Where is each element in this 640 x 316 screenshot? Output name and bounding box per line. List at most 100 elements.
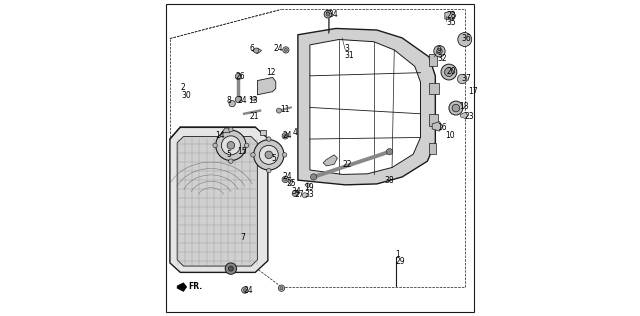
Polygon shape xyxy=(429,143,436,154)
Circle shape xyxy=(326,12,330,16)
Circle shape xyxy=(242,287,248,293)
Circle shape xyxy=(225,263,237,274)
Circle shape xyxy=(324,10,331,16)
Circle shape xyxy=(253,48,259,53)
Polygon shape xyxy=(170,127,268,272)
Circle shape xyxy=(282,153,287,157)
Text: 14: 14 xyxy=(215,131,225,140)
Circle shape xyxy=(434,46,445,57)
Polygon shape xyxy=(305,183,310,188)
Circle shape xyxy=(259,145,278,164)
Polygon shape xyxy=(250,96,257,101)
Circle shape xyxy=(229,100,236,107)
Text: 17: 17 xyxy=(468,87,478,96)
Circle shape xyxy=(228,159,233,163)
Polygon shape xyxy=(257,77,276,95)
Circle shape xyxy=(265,151,273,159)
Text: 35: 35 xyxy=(447,18,456,27)
Text: 1: 1 xyxy=(396,250,400,259)
Polygon shape xyxy=(445,11,456,21)
Text: 20: 20 xyxy=(447,67,456,76)
Circle shape xyxy=(280,287,283,290)
Circle shape xyxy=(227,142,235,149)
Circle shape xyxy=(216,130,246,161)
Text: 34: 34 xyxy=(292,187,301,196)
Polygon shape xyxy=(177,137,257,266)
Circle shape xyxy=(458,74,467,84)
Text: 5: 5 xyxy=(271,154,276,163)
Text: 13: 13 xyxy=(248,96,257,105)
Text: 15: 15 xyxy=(237,147,246,155)
Text: 26: 26 xyxy=(236,72,245,81)
Text: 34: 34 xyxy=(329,10,339,19)
Polygon shape xyxy=(298,28,435,185)
Circle shape xyxy=(324,10,332,18)
Text: 38: 38 xyxy=(385,176,394,185)
Circle shape xyxy=(445,68,453,76)
Circle shape xyxy=(283,47,289,53)
Circle shape xyxy=(213,143,218,148)
Text: 10: 10 xyxy=(445,131,454,140)
Circle shape xyxy=(387,149,393,155)
Circle shape xyxy=(326,12,330,15)
Circle shape xyxy=(452,104,460,112)
Circle shape xyxy=(302,193,307,198)
Text: 29: 29 xyxy=(396,257,405,266)
Text: 4: 4 xyxy=(292,128,297,137)
Polygon shape xyxy=(429,54,437,66)
Text: 32: 32 xyxy=(437,54,447,63)
Polygon shape xyxy=(432,122,443,131)
Circle shape xyxy=(284,48,287,52)
Polygon shape xyxy=(461,112,468,118)
Circle shape xyxy=(436,48,442,54)
Circle shape xyxy=(228,266,234,271)
Text: 25: 25 xyxy=(287,179,296,188)
Text: 6: 6 xyxy=(250,45,255,53)
Circle shape xyxy=(282,133,289,139)
Text: 19: 19 xyxy=(304,183,314,191)
Polygon shape xyxy=(221,128,230,133)
Text: 30: 30 xyxy=(181,91,191,100)
Circle shape xyxy=(278,285,285,291)
Text: 22: 22 xyxy=(343,160,352,169)
Text: 37: 37 xyxy=(461,74,471,83)
Text: 8: 8 xyxy=(227,96,232,105)
Circle shape xyxy=(253,140,284,170)
Text: 28: 28 xyxy=(447,11,456,20)
Polygon shape xyxy=(310,40,420,174)
Circle shape xyxy=(251,153,255,157)
Text: 3: 3 xyxy=(345,44,349,52)
Circle shape xyxy=(292,190,298,197)
Polygon shape xyxy=(429,114,438,126)
Circle shape xyxy=(236,96,242,103)
Circle shape xyxy=(282,176,289,183)
Polygon shape xyxy=(252,48,262,54)
Text: 27: 27 xyxy=(295,190,305,199)
Text: 11: 11 xyxy=(280,105,290,113)
Text: 24: 24 xyxy=(283,131,292,140)
Circle shape xyxy=(284,178,287,181)
Text: 12: 12 xyxy=(266,68,276,77)
Text: 2: 2 xyxy=(181,83,186,92)
Text: 24: 24 xyxy=(237,96,247,105)
Circle shape xyxy=(284,134,287,137)
Text: 24: 24 xyxy=(283,173,292,181)
Text: 18: 18 xyxy=(459,102,468,111)
Polygon shape xyxy=(177,283,187,291)
Polygon shape xyxy=(288,179,293,185)
Circle shape xyxy=(276,108,282,113)
Circle shape xyxy=(449,101,463,115)
Circle shape xyxy=(244,143,249,148)
Circle shape xyxy=(221,136,241,155)
Circle shape xyxy=(458,33,472,46)
Text: 7: 7 xyxy=(241,233,245,242)
Text: FR.: FR. xyxy=(188,283,202,291)
Text: 24: 24 xyxy=(273,45,283,53)
Text: 5: 5 xyxy=(227,150,232,159)
Circle shape xyxy=(267,137,271,141)
Text: 9: 9 xyxy=(437,46,442,55)
Text: 16: 16 xyxy=(437,123,447,131)
Circle shape xyxy=(441,64,457,80)
Circle shape xyxy=(243,289,246,292)
Text: 31: 31 xyxy=(345,51,355,60)
